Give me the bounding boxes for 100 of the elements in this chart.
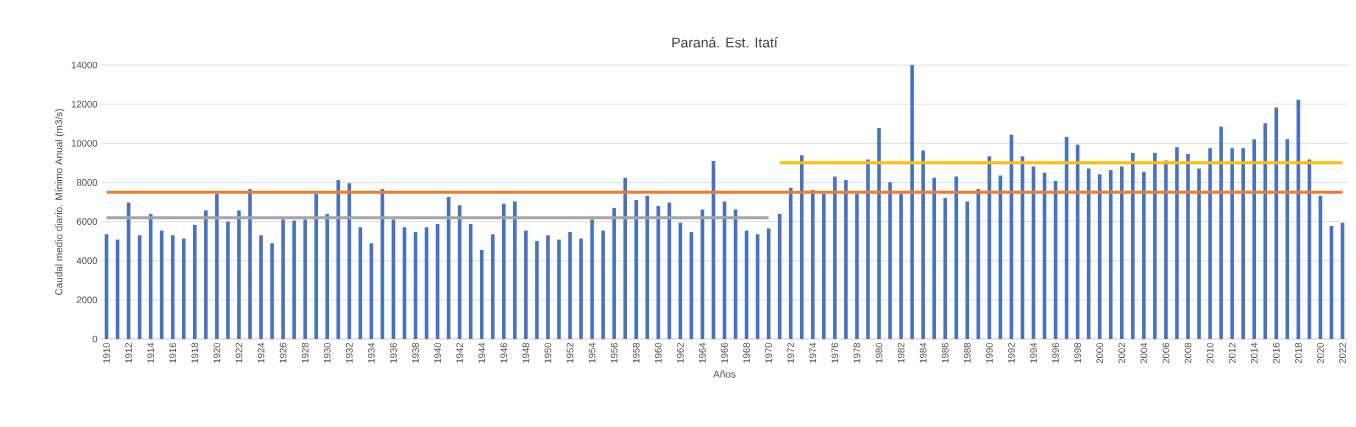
x-tick-label: 1948 (522, 342, 530, 363)
x-tick-label: 2004 (1140, 342, 1148, 364)
bar (855, 193, 859, 339)
x-tick-label: 1968 (743, 342, 750, 363)
bar (325, 213, 330, 339)
bar (292, 220, 296, 339)
bar (193, 224, 197, 339)
y-tick-label: 0 (92, 335, 98, 343)
bar (546, 235, 550, 339)
x-tick-label: 1970 (765, 342, 772, 363)
x-tick-label: 1936 (390, 342, 397, 363)
x-tick-label: 1972 (787, 342, 795, 363)
x-tick-label: 1954 (588, 342, 596, 363)
x-tick-label: 2014 (1250, 342, 1258, 364)
x-tick-label: 1950 (544, 342, 552, 363)
x-tick-label: 1962 (677, 342, 684, 363)
bar (159, 230, 164, 339)
x-tick-label: 1914 (147, 342, 155, 363)
bar (303, 219, 307, 339)
bar (502, 203, 506, 339)
bar (1252, 139, 1257, 339)
x-tick-label: 2020 (1317, 342, 1324, 364)
bar (623, 177, 627, 339)
bar (1197, 168, 1201, 339)
bar (1175, 147, 1179, 339)
x-tick-label: 1988 (963, 342, 971, 363)
bar (1241, 148, 1245, 339)
x-tick-label: 1932 (345, 342, 353, 363)
bar (490, 234, 495, 339)
x-tick-label: 1978 (853, 342, 861, 363)
bar (1263, 123, 1268, 339)
bar (645, 195, 650, 339)
x-tick-label: 1956 (610, 342, 618, 363)
x-tick-label: 1928 (301, 342, 309, 363)
y-tick-label: 2000 (76, 296, 98, 304)
bar (579, 238, 583, 339)
x-tick-label: 1918 (191, 342, 199, 363)
x-tick-label: 1952 (566, 342, 574, 363)
bar (557, 239, 561, 339)
bar (954, 176, 959, 339)
x-tick-label: 1974 (809, 342, 817, 363)
x-tick-label: 1944 (478, 342, 486, 363)
x-tick-label: 1964 (699, 342, 706, 363)
x-tick-label: 1910 (103, 342, 110, 363)
bar (656, 206, 661, 339)
y-tick-label: 6000 (76, 218, 98, 225)
y-tick-label: 8000 (76, 179, 98, 186)
x-tick-label: 1922 (235, 342, 243, 363)
bar (181, 238, 186, 339)
x-tick-label: 1926 (279, 342, 287, 363)
bar (1274, 107, 1279, 339)
x-tick-label: 1930 (323, 342, 331, 363)
bar (568, 231, 572, 339)
bar (1108, 169, 1113, 339)
x-tick-label: 1982 (897, 342, 905, 363)
bar (336, 179, 341, 339)
x-tick-label: 2016 (1272, 342, 1280, 364)
y-tick-label: 4000 (76, 257, 98, 265)
bar (612, 208, 616, 339)
y-tick-label: 10000 (71, 139, 98, 147)
bar (833, 176, 837, 339)
x-tick-label: 1946 (500, 342, 508, 363)
bar (204, 210, 208, 339)
bar (844, 179, 848, 339)
x-tick-label: 1976 (831, 342, 839, 363)
bar (259, 235, 263, 339)
x-tick-label: 2012 (1228, 342, 1236, 364)
x-tick-label: 1998 (1074, 342, 1081, 363)
x-tick-label: 1942 (456, 342, 464, 363)
x-tick-label: 1938 (412, 342, 419, 363)
x-tick-label: 1934 (368, 342, 375, 363)
bar (943, 198, 948, 339)
bar (1142, 171, 1146, 339)
x-axis-title: Años (713, 370, 736, 378)
x-tick-label: 1920 (213, 342, 221, 363)
bar (226, 221, 230, 339)
x-tick-label: 2018 (1295, 342, 1302, 364)
x-tick-label: 1984 (919, 342, 927, 363)
bar (1208, 148, 1212, 339)
bar (601, 230, 605, 339)
x-tick-label: 1966 (721, 342, 728, 363)
bar (822, 193, 826, 339)
bar (248, 189, 252, 339)
bar (921, 150, 925, 339)
bar (1219, 126, 1223, 339)
bar (270, 243, 274, 339)
x-tick-label: 2002 (1118, 342, 1126, 364)
bar (524, 230, 528, 339)
bar (535, 240, 539, 339)
x-tick-label: 2010 (1206, 342, 1214, 364)
x-tick-label: 1994 (1030, 342, 1037, 363)
bar (866, 159, 870, 339)
bar (810, 190, 815, 339)
x-tick-label: 1990 (986, 342, 993, 363)
bar (634, 200, 639, 339)
bar (788, 187, 793, 339)
bar (1153, 152, 1157, 339)
bar (877, 128, 881, 339)
x-tick-label: 1980 (875, 342, 883, 363)
bar (1097, 174, 1102, 339)
